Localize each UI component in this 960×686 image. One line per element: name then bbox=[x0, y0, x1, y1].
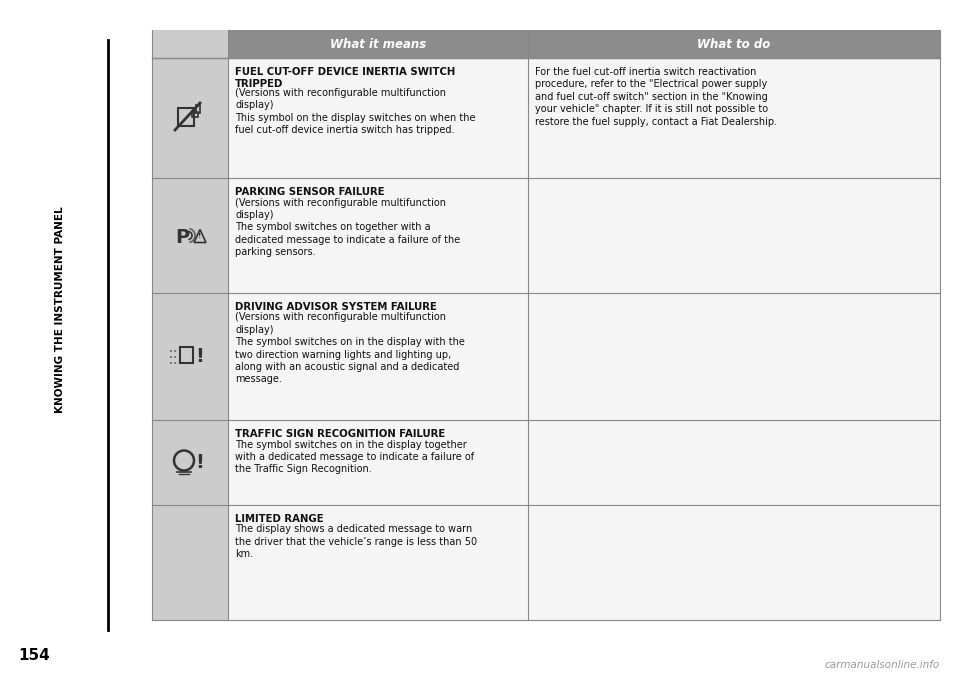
Text: What to do: What to do bbox=[697, 38, 771, 51]
Bar bbox=[528, 30, 940, 58]
Bar bbox=[180, 346, 193, 362]
Bar bbox=[528, 58, 940, 178]
Bar bbox=[528, 178, 940, 293]
Text: (Versions with reconfigurable multifunction
display)
The symbol switches on toge: (Versions with reconfigurable multifunct… bbox=[235, 198, 460, 257]
Bar bbox=[228, 30, 528, 58]
Bar bbox=[228, 58, 528, 178]
Text: P: P bbox=[175, 228, 189, 247]
Bar bbox=[228, 420, 528, 505]
Text: FUEL CUT-OFF DEVICE INERTIA SWITCH
TRIPPED: FUEL CUT-OFF DEVICE INERTIA SWITCH TRIPP… bbox=[235, 67, 455, 89]
Text: DRIVING ADVISOR SYSTEM FAILURE: DRIVING ADVISOR SYSTEM FAILURE bbox=[235, 302, 437, 312]
Text: 154: 154 bbox=[18, 648, 50, 663]
Bar bbox=[528, 505, 940, 620]
Text: The symbol switches on in the display together
with a dedicated message to indic: The symbol switches on in the display to… bbox=[235, 440, 474, 474]
Bar bbox=[228, 178, 528, 293]
Text: !: ! bbox=[196, 347, 204, 366]
Bar bbox=[228, 293, 528, 420]
Bar bbox=[152, 30, 228, 58]
Bar bbox=[192, 112, 198, 117]
Bar bbox=[152, 178, 228, 293]
Bar bbox=[152, 58, 228, 178]
Text: (Versions with reconfigurable multifunction
display)
The symbol switches on in t: (Versions with reconfigurable multifunct… bbox=[235, 313, 465, 384]
Text: What it means: What it means bbox=[330, 38, 426, 51]
Text: For the fuel cut-off inertia switch reactivation
procedure, refer to the "Electr: For the fuel cut-off inertia switch reac… bbox=[535, 67, 778, 127]
Bar bbox=[196, 105, 200, 113]
Text: !: ! bbox=[199, 233, 202, 239]
Bar bbox=[152, 293, 228, 420]
Text: carmanualsonline.info: carmanualsonline.info bbox=[825, 660, 940, 670]
Bar bbox=[152, 505, 228, 620]
Text: (Versions with reconfigurable multifunction
display)
This symbol on the display : (Versions with reconfigurable multifunct… bbox=[235, 88, 475, 135]
Text: The display shows a dedicated message to warn
the driver that the vehicle’s rang: The display shows a dedicated message to… bbox=[235, 525, 477, 559]
Bar bbox=[228, 505, 528, 620]
Bar bbox=[528, 420, 940, 505]
Text: KNOWING THE INSTRUMENT PANEL: KNOWING THE INSTRUMENT PANEL bbox=[55, 206, 65, 413]
Bar bbox=[178, 108, 194, 126]
Text: !: ! bbox=[196, 453, 204, 472]
Text: PARKING SENSOR FAILURE: PARKING SENSOR FAILURE bbox=[235, 187, 385, 197]
Bar bbox=[528, 293, 940, 420]
Text: TRAFFIC SIGN RECOGNITION FAILURE: TRAFFIC SIGN RECOGNITION FAILURE bbox=[235, 429, 445, 439]
Text: LIMITED RANGE: LIMITED RANGE bbox=[235, 514, 324, 524]
Bar bbox=[152, 420, 228, 505]
